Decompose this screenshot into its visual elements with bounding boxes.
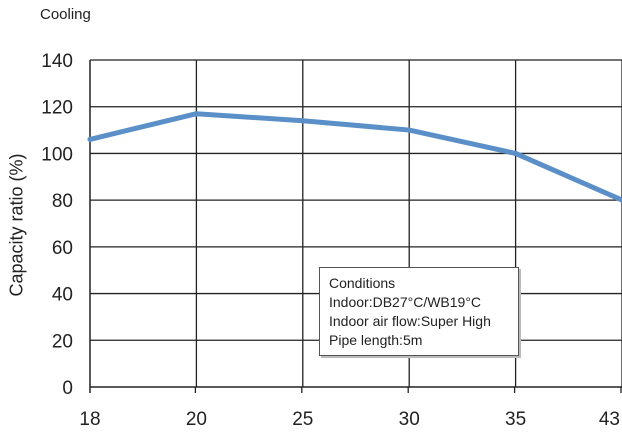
data-point [619,197,622,203]
x-tick-label: 18 [79,409,100,430]
x-tick-label: 35 [505,409,526,430]
data-point [300,118,306,124]
series-line [87,111,622,203]
series-lines [87,111,622,203]
y-tick-label: 20 [52,331,73,352]
x-tick-label: 30 [399,409,420,430]
conditions-line: Pipe length:5m [329,332,423,348]
data-point [193,111,199,117]
x-tick-label: 20 [186,409,207,430]
y-tick-label: 80 [52,191,73,212]
y-tick-label: 60 [52,238,73,259]
x-tick-label: 25 [292,409,313,430]
y-tick-label: 140 [41,51,73,72]
axes [89,60,622,393]
conditions-line: Indoor:DB27°C/WB19°C [329,294,482,310]
conditions-box: Conditions Indoor:DB27°C/WB19°C Indoor a… [319,267,519,356]
x-tick-label: 43 [599,409,620,430]
y-axis-label: Capacity ratio (%) [6,153,27,297]
data-point [87,136,93,142]
y-tick-label: 40 [52,285,73,306]
data-point [513,150,519,156]
conditions-line: Conditions [329,275,396,291]
y-tick-label: 100 [41,144,73,165]
tick-labels: 0 20 40 60 80 100 120 140 18 20 25 30 35 43 [41,51,620,430]
y-tick-label: 120 [41,98,73,119]
conditions-line: Indoor air flow:Super High [329,313,491,329]
y-axis-label-container: Capacity ratio (%) [2,60,32,390]
y-tick-label: 0 [62,378,73,399]
chart-title: Cooling [40,6,91,23]
data-point [406,127,412,133]
